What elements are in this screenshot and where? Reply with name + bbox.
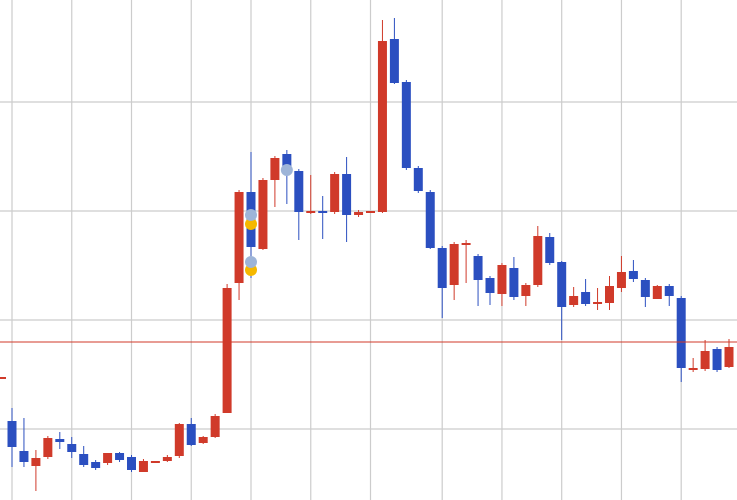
candle-body xyxy=(127,457,136,470)
candle-body xyxy=(389,39,399,83)
candle-body xyxy=(150,461,160,463)
candle-body xyxy=(138,461,148,472)
candle-body xyxy=(664,286,674,296)
candle-body xyxy=(342,174,352,215)
candle-body xyxy=(174,424,184,456)
candle-body xyxy=(366,211,375,213)
candle-body xyxy=(497,265,507,294)
candle-body xyxy=(67,444,77,452)
marker-dot xyxy=(245,209,257,221)
candle-body xyxy=(700,351,710,369)
candle-body xyxy=(569,296,579,305)
candle-body xyxy=(31,458,41,466)
candle-body xyxy=(640,280,650,297)
candle-body xyxy=(605,286,614,303)
candle-body xyxy=(282,154,292,166)
candle-body xyxy=(79,454,89,465)
candle-body xyxy=(330,174,340,212)
candle-body xyxy=(186,424,196,445)
candle-body xyxy=(306,211,316,213)
candle-body xyxy=(533,236,543,285)
candle-body xyxy=(103,453,113,463)
candle-body xyxy=(55,439,65,442)
marker-dot xyxy=(245,256,257,268)
candle-body xyxy=(509,268,519,297)
candle-body xyxy=(413,168,423,191)
candle-body xyxy=(258,180,268,249)
candle-body xyxy=(234,192,244,283)
candle-body xyxy=(7,421,17,447)
candle-body xyxy=(449,244,459,285)
candle-body xyxy=(724,347,734,367)
candle-body xyxy=(437,248,447,288)
candle-body xyxy=(688,368,698,370)
candle-body xyxy=(545,237,555,263)
candle-body xyxy=(712,349,722,370)
candle-body xyxy=(115,453,125,460)
candle-body xyxy=(294,171,304,212)
candle-body xyxy=(473,256,483,280)
candle-body xyxy=(676,298,686,368)
candle-body xyxy=(557,262,567,307)
candle-body xyxy=(401,82,411,168)
candle-body xyxy=(210,416,220,437)
candle-body xyxy=(377,41,387,212)
candle-body xyxy=(593,302,603,304)
candle-body xyxy=(162,457,172,461)
candle-body xyxy=(521,285,531,296)
marker-dot xyxy=(280,164,293,176)
candle-body xyxy=(425,192,435,248)
marker-dot xyxy=(245,218,257,230)
candle-body xyxy=(318,211,328,213)
candle-body xyxy=(222,288,232,413)
candle-body xyxy=(270,158,280,180)
candle-body xyxy=(652,286,662,299)
candle-body xyxy=(461,243,471,245)
candle-body xyxy=(485,278,495,293)
candle-body xyxy=(616,272,626,288)
candle-body xyxy=(19,451,29,462)
candle-body xyxy=(628,271,638,279)
candle-body xyxy=(354,212,364,215)
candle-body xyxy=(198,437,208,443)
candle-body xyxy=(43,438,53,457)
candle-body xyxy=(581,292,591,304)
candle-body xyxy=(91,462,101,468)
